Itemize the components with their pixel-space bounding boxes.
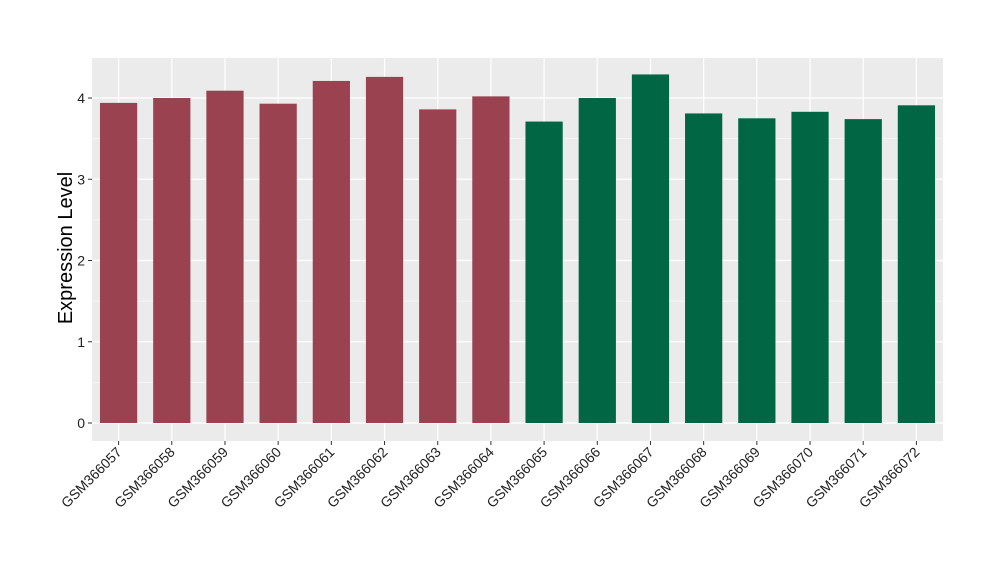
y-tick-label: 4 xyxy=(77,90,85,106)
bar-GSM366062 xyxy=(365,76,404,423)
y-axis-title: Expression Level xyxy=(55,172,77,324)
bar-GSM366058 xyxy=(153,98,191,423)
y-axis: 0 1 2 3 4 xyxy=(77,90,92,431)
bar-GSM366070 xyxy=(791,111,829,423)
y-tick-label: 0 xyxy=(77,415,85,431)
bar-GSM366063 xyxy=(419,109,457,423)
bar-GSM366071 xyxy=(844,119,882,423)
bar-GSM366069 xyxy=(738,118,776,423)
bar-GSM366072 xyxy=(897,105,936,423)
bar-GSM366066 xyxy=(578,98,616,423)
y-tick-label: 2 xyxy=(77,253,85,269)
bar-GSM366068 xyxy=(685,113,723,423)
bars xyxy=(99,74,936,423)
bar-GSM366060 xyxy=(259,103,297,423)
bar-GSM366057 xyxy=(99,102,138,423)
x-axis: GSM366057GSM366058GSM366059GSM366060GSM3… xyxy=(58,441,923,511)
bar-GSM366065 xyxy=(525,121,563,423)
bar-GSM366061 xyxy=(312,80,350,423)
y-tick-label: 1 xyxy=(77,334,85,350)
y-tick-label: 3 xyxy=(77,171,85,187)
bar-GSM366067 xyxy=(631,74,670,423)
bar-GSM366064 xyxy=(472,96,510,423)
bar-GSM366059 xyxy=(206,90,244,423)
